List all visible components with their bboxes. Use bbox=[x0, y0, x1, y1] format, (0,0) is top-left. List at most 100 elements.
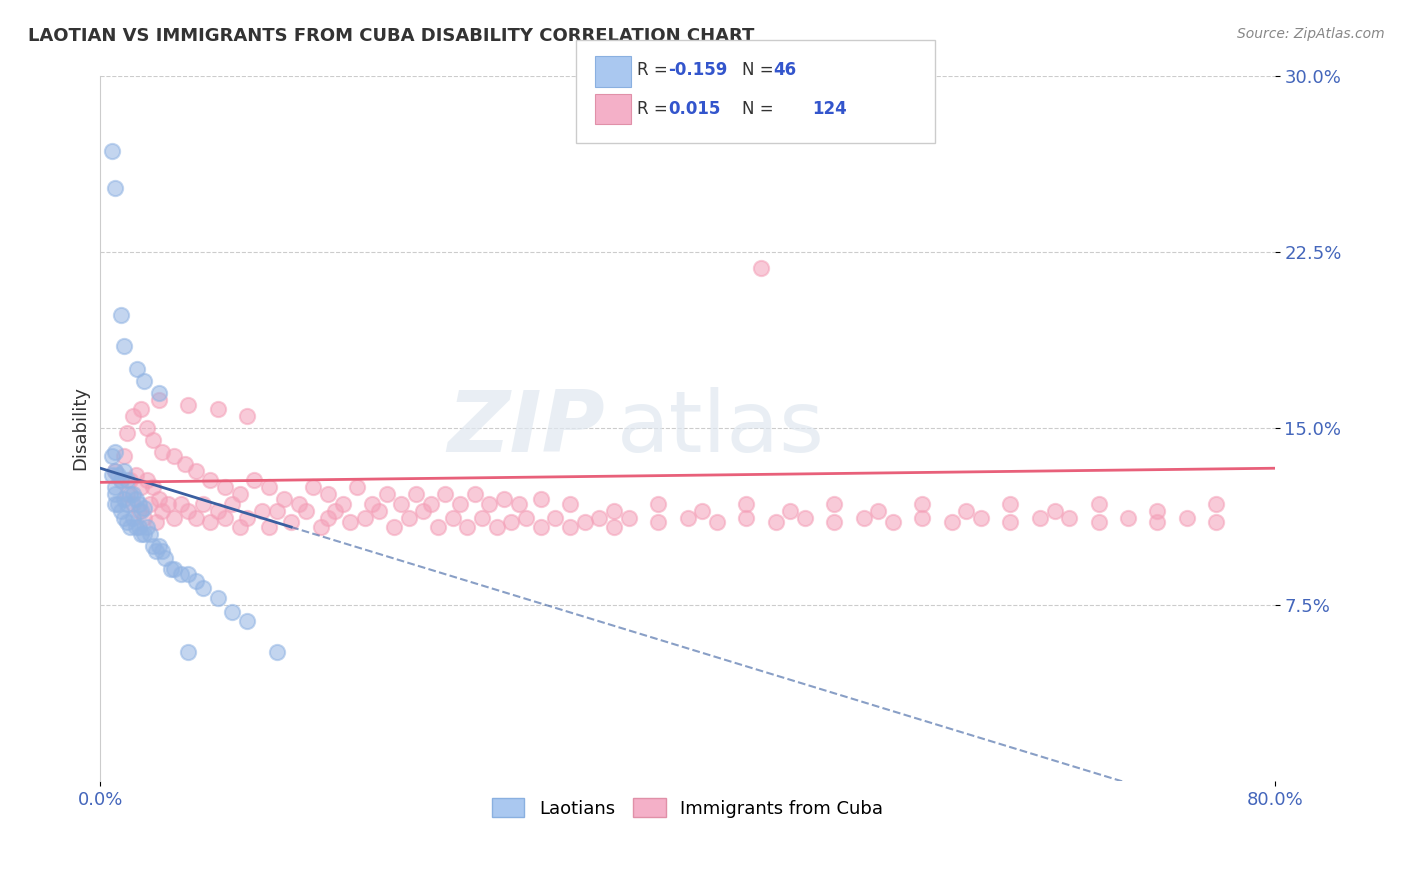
Point bbox=[332, 496, 354, 510]
Point bbox=[588, 510, 610, 524]
Point bbox=[266, 645, 288, 659]
Point bbox=[121, 510, 143, 524]
Point bbox=[375, 487, 398, 501]
Point bbox=[112, 450, 135, 464]
Point bbox=[779, 503, 801, 517]
Point bbox=[177, 398, 200, 412]
Point bbox=[184, 464, 207, 478]
Point bbox=[112, 339, 135, 353]
Point bbox=[464, 487, 486, 501]
Point bbox=[145, 516, 167, 530]
Point bbox=[104, 464, 127, 478]
Text: ZIP: ZIP bbox=[447, 387, 606, 470]
Point bbox=[131, 503, 153, 517]
Point bbox=[170, 496, 193, 510]
Point bbox=[191, 581, 214, 595]
Point bbox=[229, 520, 252, 534]
Point bbox=[150, 444, 173, 458]
Point bbox=[118, 473, 141, 487]
Point bbox=[339, 516, 361, 530]
Point bbox=[1087, 496, 1109, 510]
Point bbox=[1205, 516, 1227, 530]
Point bbox=[128, 503, 150, 517]
Point bbox=[492, 491, 515, 506]
Point bbox=[104, 487, 127, 501]
Point bbox=[574, 516, 596, 530]
Point bbox=[207, 503, 229, 517]
Point bbox=[115, 473, 138, 487]
Point bbox=[485, 520, 508, 534]
Point bbox=[309, 520, 332, 534]
Point bbox=[508, 496, 530, 510]
Point bbox=[110, 473, 132, 487]
Point bbox=[676, 510, 699, 524]
Point bbox=[142, 433, 165, 447]
Point bbox=[236, 409, 259, 424]
Point bbox=[515, 510, 537, 524]
Point bbox=[316, 487, 339, 501]
Point bbox=[112, 510, 135, 524]
Point bbox=[136, 520, 159, 534]
Point bbox=[368, 503, 391, 517]
Point bbox=[118, 487, 141, 501]
Point bbox=[427, 520, 450, 534]
Point bbox=[434, 487, 457, 501]
Point bbox=[471, 510, 494, 524]
Point bbox=[112, 491, 135, 506]
Point bbox=[530, 491, 553, 506]
Point bbox=[184, 510, 207, 524]
Point bbox=[101, 450, 124, 464]
Point bbox=[174, 457, 197, 471]
Point bbox=[115, 425, 138, 440]
Text: N =: N = bbox=[742, 62, 779, 79]
Text: Source: ZipAtlas.com: Source: ZipAtlas.com bbox=[1237, 27, 1385, 41]
Point bbox=[558, 496, 581, 510]
Point bbox=[134, 374, 156, 388]
Point bbox=[236, 614, 259, 628]
Point bbox=[134, 510, 156, 524]
Point bbox=[1000, 516, 1022, 530]
Point bbox=[412, 503, 434, 517]
Point bbox=[153, 550, 176, 565]
Point bbox=[456, 520, 478, 534]
Point bbox=[558, 520, 581, 534]
Text: 46: 46 bbox=[773, 62, 796, 79]
Point bbox=[214, 480, 236, 494]
Point bbox=[150, 503, 173, 517]
Point bbox=[1205, 496, 1227, 510]
Point bbox=[735, 510, 758, 524]
Point bbox=[287, 496, 309, 510]
Point bbox=[131, 402, 153, 417]
Point bbox=[163, 562, 186, 576]
Point bbox=[214, 510, 236, 524]
Point bbox=[107, 496, 129, 510]
Point bbox=[170, 567, 193, 582]
Point bbox=[163, 510, 186, 524]
Point bbox=[121, 487, 143, 501]
Point bbox=[145, 543, 167, 558]
Y-axis label: Disability: Disability bbox=[72, 386, 89, 470]
Point bbox=[177, 645, 200, 659]
Text: LAOTIAN VS IMMIGRANTS FROM CUBA DISABILITY CORRELATION CHART: LAOTIAN VS IMMIGRANTS FROM CUBA DISABILI… bbox=[28, 27, 755, 45]
Point bbox=[148, 392, 170, 407]
Point bbox=[134, 527, 156, 541]
Point bbox=[112, 464, 135, 478]
Point bbox=[603, 503, 626, 517]
Point bbox=[142, 539, 165, 553]
Point bbox=[131, 480, 153, 494]
Point bbox=[765, 516, 787, 530]
Point bbox=[134, 501, 156, 516]
Point bbox=[617, 510, 640, 524]
Point bbox=[236, 510, 259, 524]
Point bbox=[121, 409, 143, 424]
Point bbox=[124, 491, 146, 506]
Point bbox=[159, 562, 181, 576]
Point bbox=[110, 309, 132, 323]
Point bbox=[121, 496, 143, 510]
Point bbox=[911, 496, 934, 510]
Point bbox=[257, 480, 280, 494]
Point bbox=[148, 491, 170, 506]
Point bbox=[1087, 516, 1109, 530]
Point bbox=[221, 496, 243, 510]
Point bbox=[124, 520, 146, 534]
